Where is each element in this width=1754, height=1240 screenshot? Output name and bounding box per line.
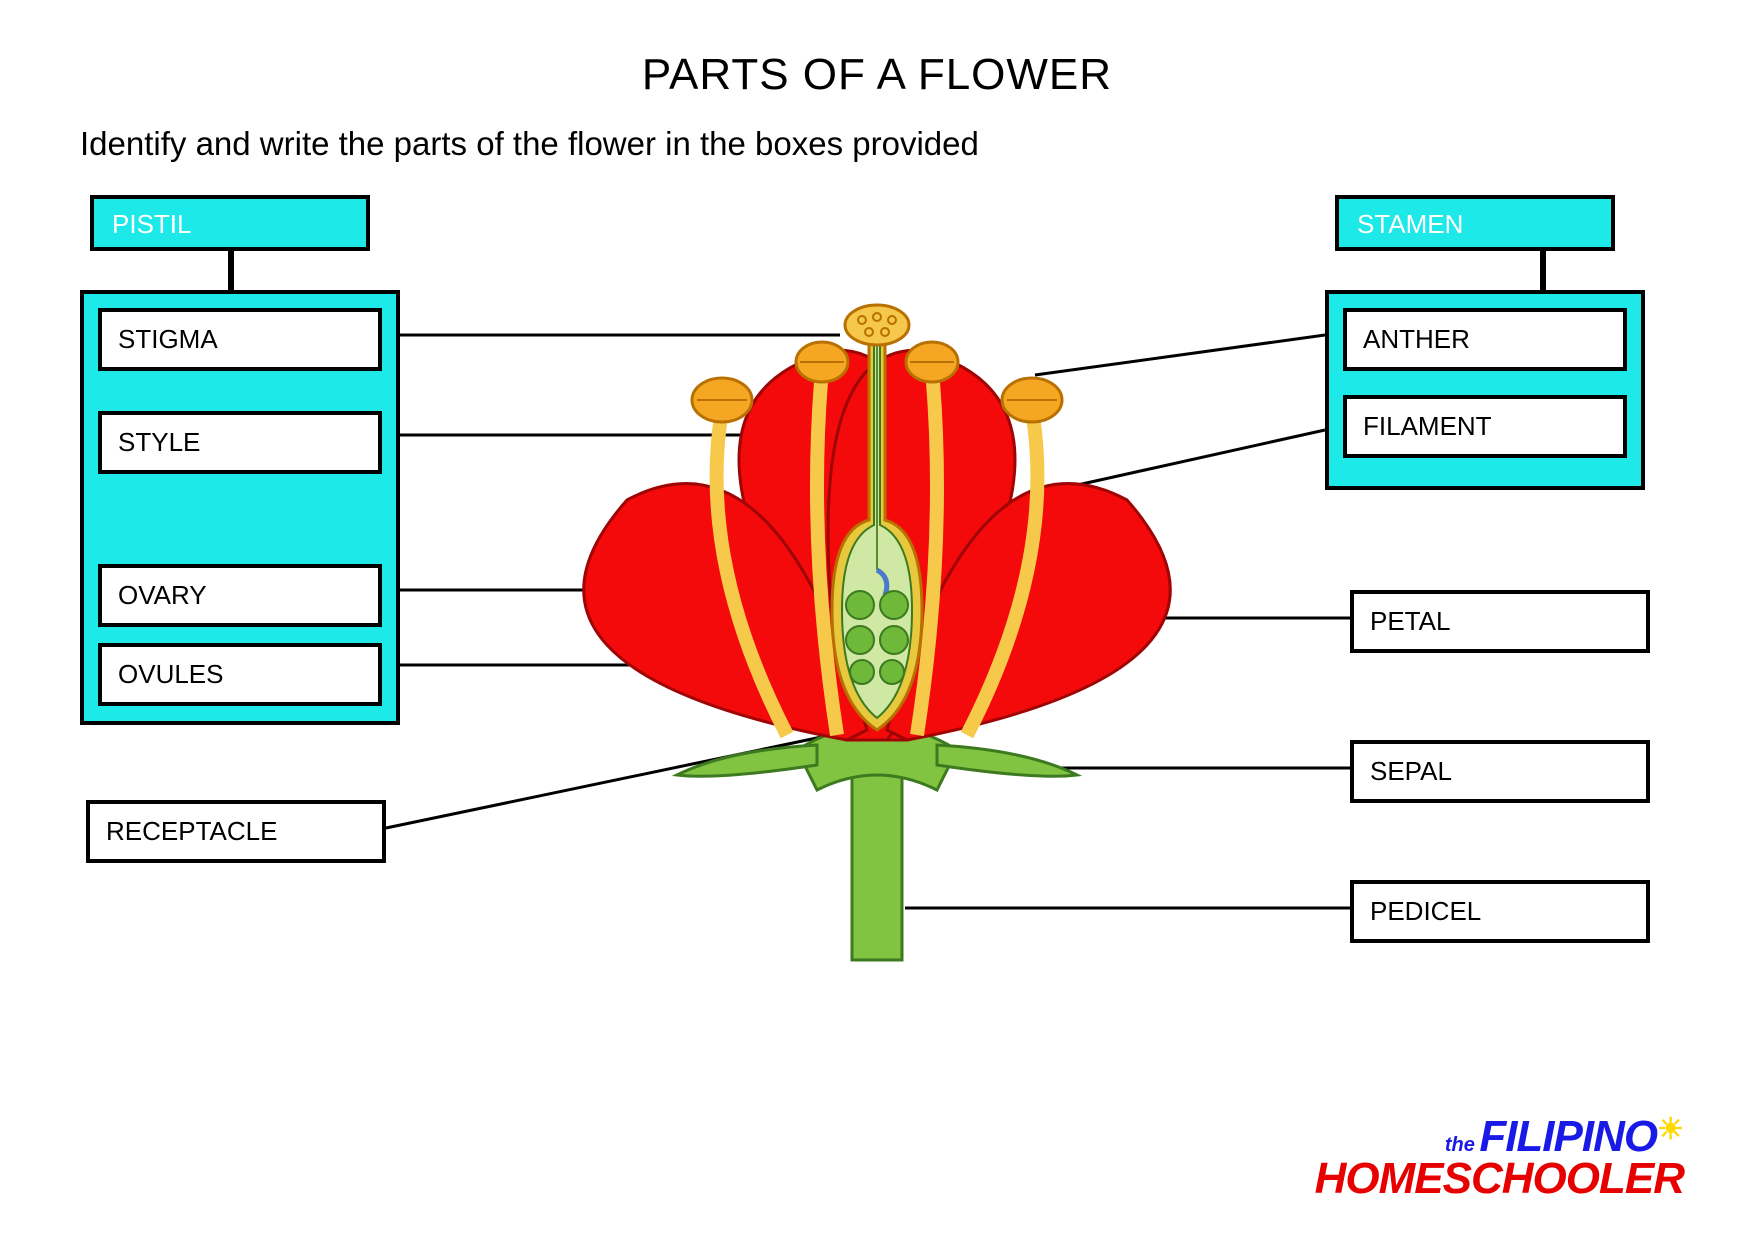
flower-diagram <box>0 0 1754 1240</box>
brand-logo: the FILIPINO☀ HOMESCHOOLER <box>1315 1116 1684 1200</box>
logo-the: the <box>1445 1134 1475 1156</box>
logo-line2: HOMESCHOOLER <box>1315 1154 1684 1203</box>
logo-sun-icon: ☀ <box>1657 1113 1684 1146</box>
